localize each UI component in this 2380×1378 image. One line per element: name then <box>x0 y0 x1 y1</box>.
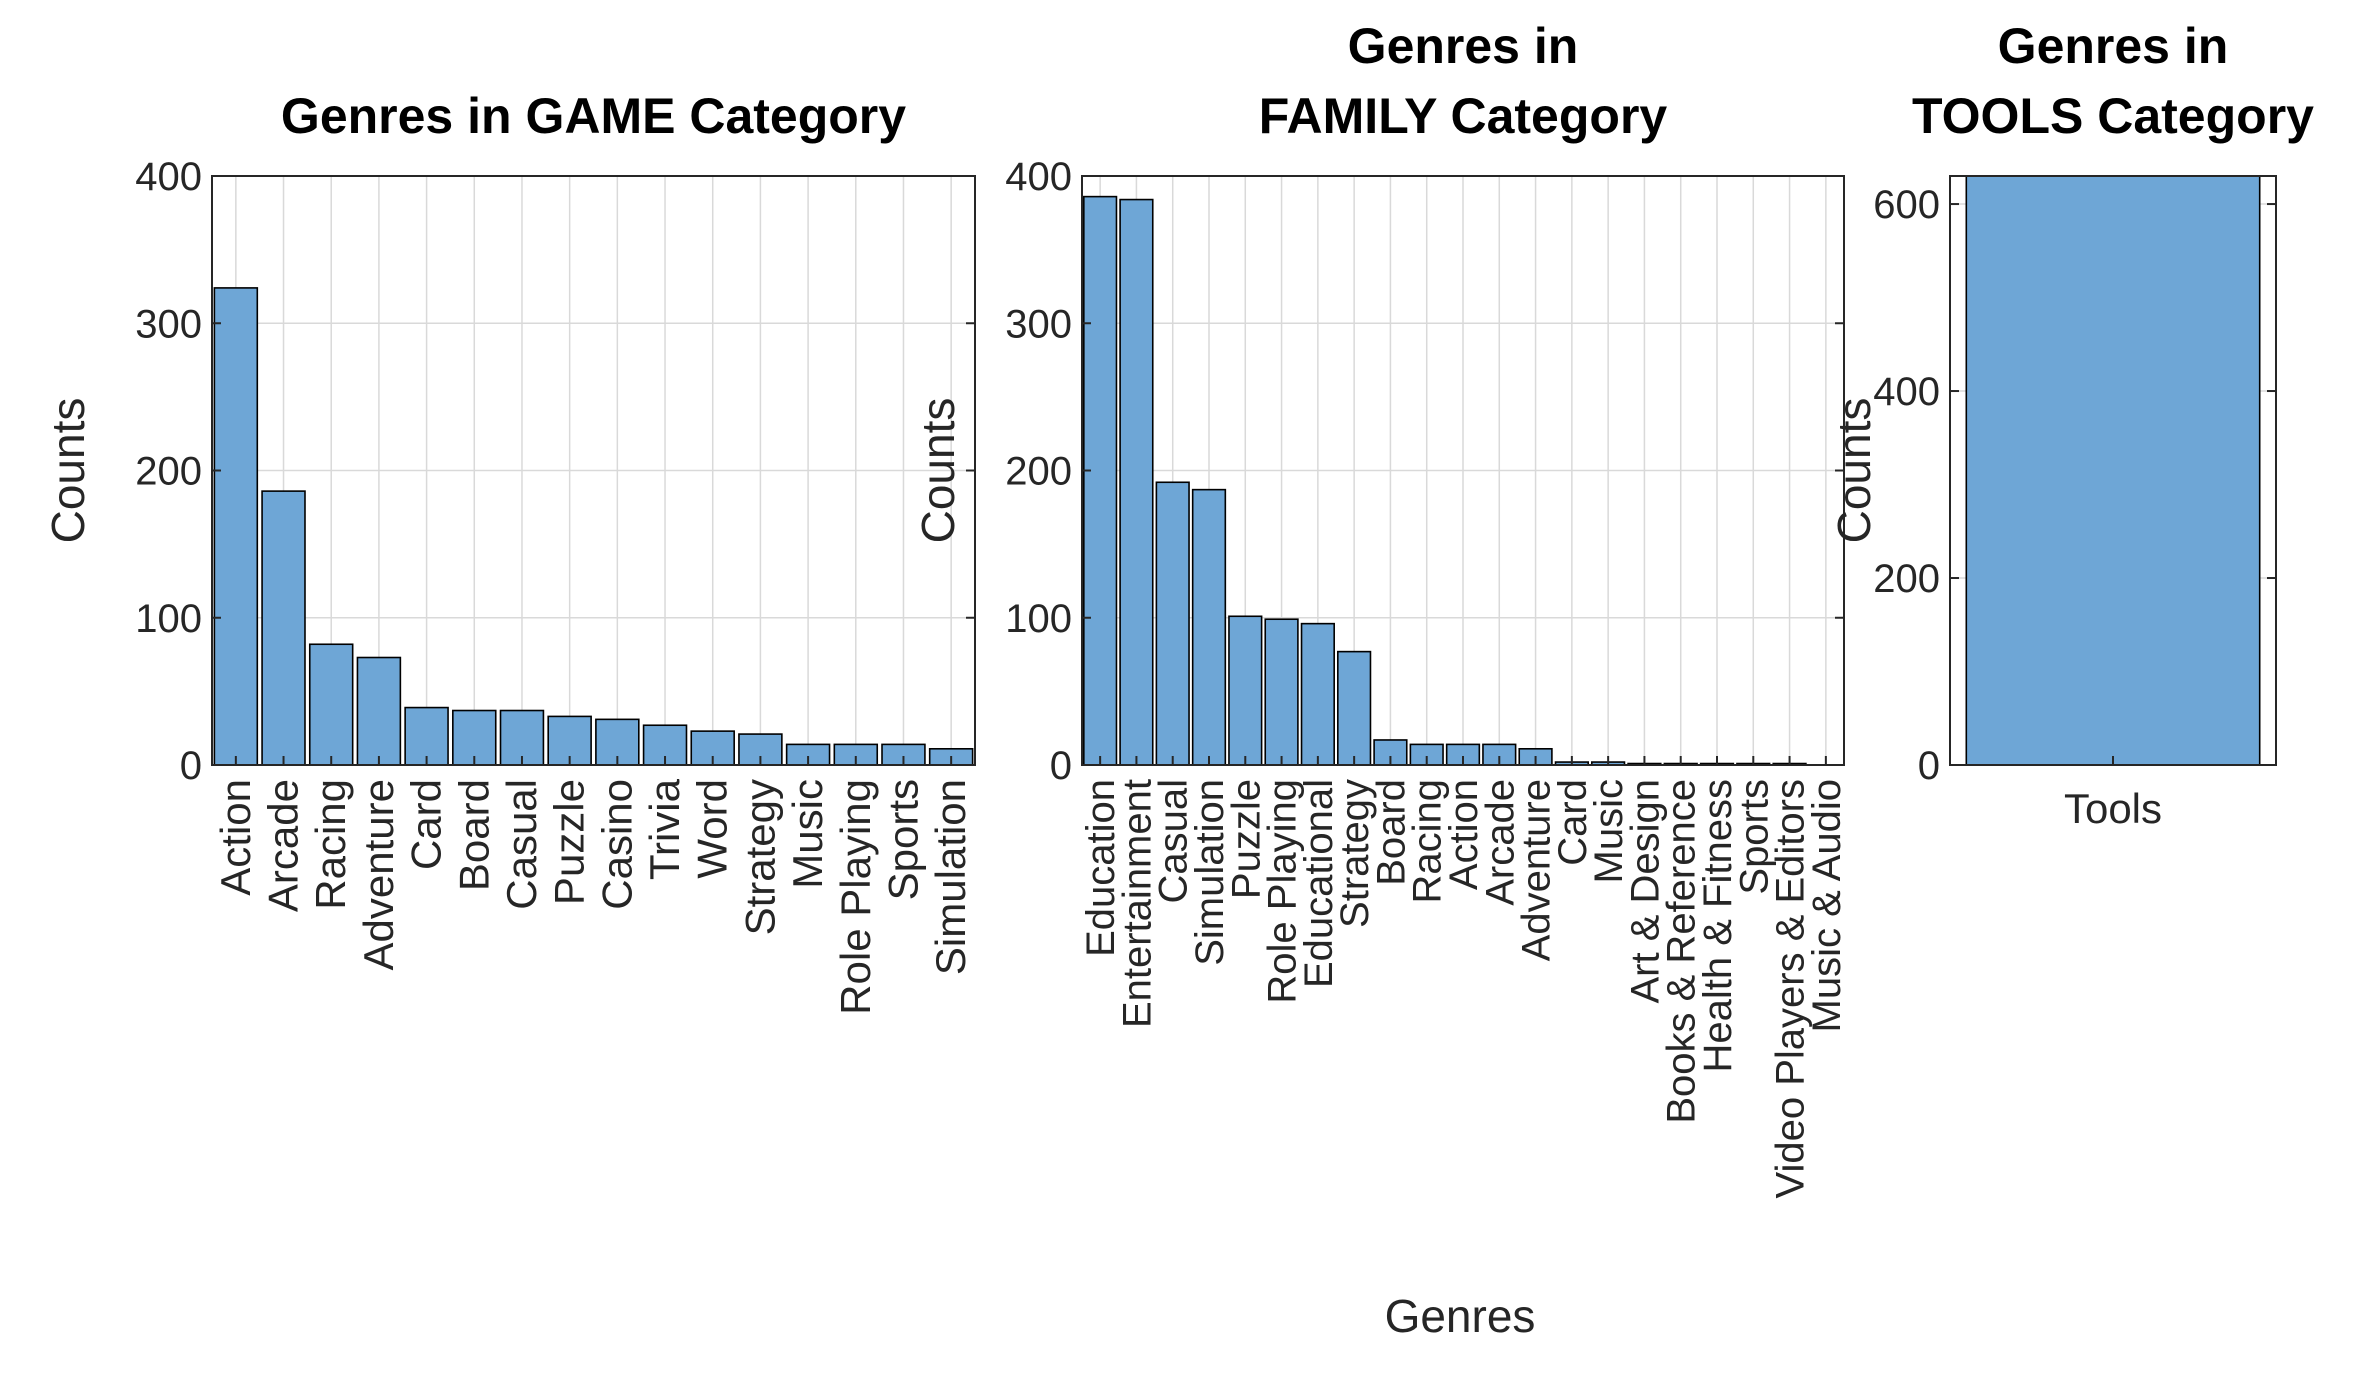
bar-adventure <box>356 656 402 766</box>
y-tick-label: 0 <box>1050 744 1072 788</box>
x-tick-label: Music & Audio <box>1805 779 1849 1032</box>
chart-title: FAMILY Category <box>1259 88 1668 144</box>
y-tick-label: 400 <box>1005 155 1072 199</box>
x-tick-label: Sports <box>1732 779 1776 895</box>
x-tick-label: Racing <box>1406 779 1450 904</box>
y-tick-label: 400 <box>135 155 202 199</box>
x-tick-label: Board <box>1369 779 1413 886</box>
bar-arcade <box>261 490 306 766</box>
x-tick-label: Casual <box>1152 779 1196 904</box>
y-tick-label: 200 <box>1005 450 1072 494</box>
y-tick-label: 300 <box>135 302 202 346</box>
bar-card <box>404 706 449 766</box>
chart-title: Genres in GAME Category <box>281 88 906 144</box>
x-tick-label: Tools <box>2064 785 2162 832</box>
x-tick-label: Health & Fitness <box>1696 779 1740 1072</box>
chart-title: Genres in <box>1348 18 1579 74</box>
x-tick-label: Action <box>1442 779 1486 890</box>
x-tick-label: Video Players & Editors <box>1769 779 1813 1198</box>
x-tick-label: Simulation <box>927 779 974 975</box>
y-tick-label: 0 <box>180 744 202 788</box>
chart-1: 0 100 200 300 400 Action Arcade Racing Adventure… <box>42 88 976 1015</box>
x-tick-label: Card <box>403 779 450 870</box>
bar-casual <box>1155 481 1190 766</box>
x-axis-label: Genres <box>1385 1290 1536 1342</box>
x-tick-label: Strategy <box>1333 779 1377 928</box>
x-tick-label: Adventure <box>355 779 402 970</box>
x-tick-label: Art & Design <box>1623 779 1667 1004</box>
x-tick-label: Casino <box>593 779 640 910</box>
chart-title: TOOLS Category <box>1912 88 2314 144</box>
bar-simulation <box>1191 488 1227 766</box>
x-tick-label: Educational <box>1297 779 1341 988</box>
x-tick-label: Entertainment <box>1115 779 1159 1028</box>
bar-action <box>213 287 259 766</box>
x-tick-label: Music <box>784 779 831 889</box>
y-tick-label: 100 <box>135 597 202 641</box>
bar-board <box>452 709 497 766</box>
chart-title: Genres in <box>1998 18 2229 74</box>
x-tick-label: Action <box>212 779 259 896</box>
x-tick-label: Card <box>1551 779 1595 866</box>
bar-entertainment <box>1119 198 1154 766</box>
y-tick-label: 400 <box>1873 370 1940 414</box>
y-axis-label: Counts <box>1828 398 1880 544</box>
bar-puzzle <box>1228 615 1263 766</box>
bar-strategy <box>1337 650 1372 766</box>
bar-educational <box>1300 622 1335 766</box>
x-tick-label: Books & Reference <box>1660 779 1704 1124</box>
x-tick-label: Casual <box>498 779 545 910</box>
bar-tools <box>1965 175 2261 766</box>
x-tick-label: Strategy <box>736 779 783 935</box>
bar-education <box>1083 195 1118 766</box>
y-tick-label: 100 <box>1005 597 1072 641</box>
y-axis-label: Counts <box>42 398 94 544</box>
x-tick-label: Arcade <box>260 779 307 912</box>
y-tick-label: 600 <box>1873 183 1940 227</box>
x-tick-label: Trivia <box>641 778 688 880</box>
x-tick-label: Education <box>1079 779 1123 957</box>
bar-casual <box>499 709 545 766</box>
y-tick-label: 200 <box>1873 557 1940 601</box>
x-tick-label: Word <box>689 779 736 879</box>
x-tick-label: Racing <box>307 779 354 910</box>
y-tick-label: 300 <box>1005 302 1072 346</box>
x-tick-label: Puzzle <box>1224 779 1268 899</box>
bar-racing <box>308 643 354 766</box>
x-tick-label: Board <box>450 779 497 891</box>
x-tick-label: Puzzle <box>546 779 593 905</box>
x-tick-label: Role Playing <box>832 779 879 1015</box>
x-tick-label: Sports <box>879 779 926 900</box>
y-tick-label: 200 <box>135 450 202 494</box>
x-tick-label: Simulation <box>1188 779 1232 966</box>
y-axis-label: Counts <box>912 398 964 544</box>
x-tick-label: Music <box>1587 779 1631 883</box>
chart-3: 0 200 400 600 Tools Counts Genres in TOOLS Cate… <box>1828 18 2314 832</box>
bar-role-playing <box>1264 618 1299 766</box>
y-tick-label: 0 <box>1918 744 1940 788</box>
x-tick-label: Role Playing <box>1261 779 1305 1004</box>
chart-2: 0 100 200 300 400 EducationEntertainmentCasua… <box>912 18 1849 1198</box>
x-tick-label: Arcade <box>1478 779 1522 906</box>
x-tick-label: Adventure <box>1515 779 1559 961</box>
